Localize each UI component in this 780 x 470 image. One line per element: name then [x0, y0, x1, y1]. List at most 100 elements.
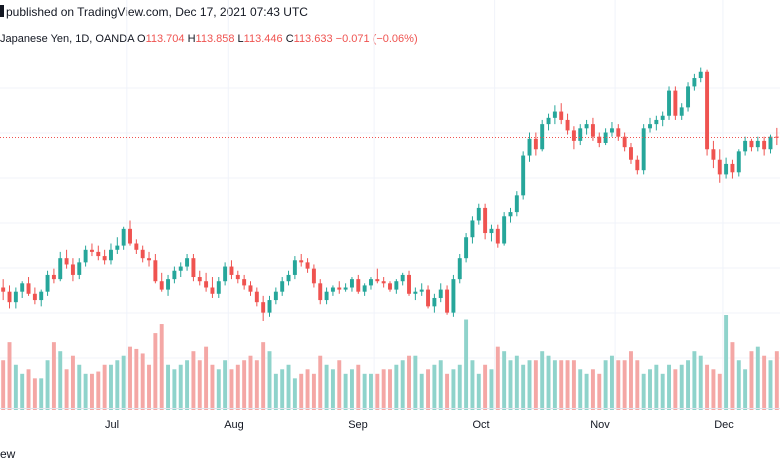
candle	[514, 191, 519, 217]
candle-body	[58, 258, 63, 280]
volume-bar	[128, 346, 132, 410]
candle-body	[166, 279, 171, 290]
candle-body	[565, 119, 570, 131]
volume-bar	[717, 373, 722, 410]
volume-bar	[45, 360, 50, 410]
candle	[204, 272, 209, 292]
open-value: 113.704	[145, 33, 185, 45]
time-axis-label-sep: Sep	[348, 419, 368, 431]
volume-bar	[197, 360, 202, 410]
candle-body	[584, 124, 589, 129]
candle-body	[381, 281, 386, 284]
candle	[337, 281, 342, 294]
candle-body	[489, 228, 494, 234]
volume-bar	[724, 315, 729, 410]
volume-bar	[109, 364, 113, 410]
volume-bar	[565, 360, 570, 410]
candle	[58, 251, 63, 282]
candle-body	[210, 287, 215, 294]
volume-bar	[679, 364, 684, 410]
volume-bar	[552, 360, 557, 410]
tradingview-logo-icon	[0, 5, 4, 17]
candle-body	[717, 159, 722, 175]
candle	[305, 258, 310, 273]
candle-body	[483, 207, 488, 234]
candle	[565, 113, 570, 135]
volume-bar	[311, 373, 316, 410]
candle	[673, 86, 678, 120]
candle	[508, 207, 513, 223]
candle-body	[115, 245, 120, 250]
candle	[445, 285, 450, 315]
candle-body	[32, 293, 37, 301]
candle	[774, 127, 779, 146]
candle	[292, 256, 297, 280]
candle-body	[578, 128, 583, 141]
close-label: C	[285, 33, 294, 45]
volume-bar	[343, 373, 348, 410]
volume-bar	[495, 346, 500, 410]
volume-bar	[375, 373, 380, 410]
candle-body	[45, 274, 50, 292]
volume-bar	[292, 378, 297, 410]
volume-bar	[527, 360, 532, 410]
candle-body	[178, 266, 183, 271]
candle-body	[660, 115, 665, 120]
candle	[356, 274, 361, 294]
candle	[210, 277, 215, 298]
candle	[172, 266, 177, 284]
candle	[552, 105, 557, 125]
symbol-legend: Japanese Yen, 1D, OANDA O113.704 H113.85…	[0, 33, 418, 45]
volume-bar	[514, 355, 519, 410]
candle-body	[552, 111, 557, 118]
candle	[197, 270, 202, 286]
volume-bar	[419, 373, 424, 410]
candle	[527, 132, 532, 162]
volume-bar	[407, 355, 411, 410]
candle	[223, 262, 228, 286]
volume-bar	[248, 355, 253, 410]
volume-bar	[280, 369, 285, 410]
candle-body	[686, 86, 691, 108]
candle	[235, 270, 240, 284]
publish-info-text: published on TradingView.com, Dec 17, 20…	[6, 5, 308, 19]
volume-bar	[533, 360, 538, 410]
volume-bar	[559, 360, 564, 410]
candle-body	[191, 258, 196, 278]
candle-body	[318, 283, 323, 301]
candle	[546, 113, 551, 131]
volume-bar	[299, 373, 304, 410]
candle-body	[197, 277, 202, 282]
candle	[755, 136, 760, 152]
volume-bar	[121, 355, 126, 410]
volume-bar	[603, 360, 608, 410]
volume-bar	[330, 369, 335, 410]
volume-bar	[235, 364, 240, 410]
volume-bar	[616, 360, 621, 410]
candle	[83, 245, 88, 267]
candle-body	[121, 228, 126, 246]
volume-bar	[286, 364, 291, 410]
candle	[7, 285, 12, 309]
low-value: 113.446	[243, 33, 283, 45]
candle-body	[616, 128, 621, 137]
open-label: O	[137, 33, 146, 45]
volume-bar	[369, 373, 373, 410]
candle	[267, 295, 272, 317]
volume-bar	[242, 360, 247, 410]
candle	[692, 73, 697, 91]
candle	[121, 226, 126, 250]
candle-body	[413, 291, 418, 294]
time-axis-label-dec: Dec	[714, 419, 734, 431]
candle	[730, 159, 735, 179]
volume-bar	[229, 369, 234, 410]
volume-bar	[464, 319, 469, 410]
candle	[641, 124, 646, 175]
candle-body	[261, 302, 266, 313]
candle-body	[476, 207, 481, 221]
candle-body	[635, 159, 640, 171]
candle-body	[248, 285, 253, 292]
candle	[147, 251, 151, 267]
candle	[426, 285, 431, 309]
